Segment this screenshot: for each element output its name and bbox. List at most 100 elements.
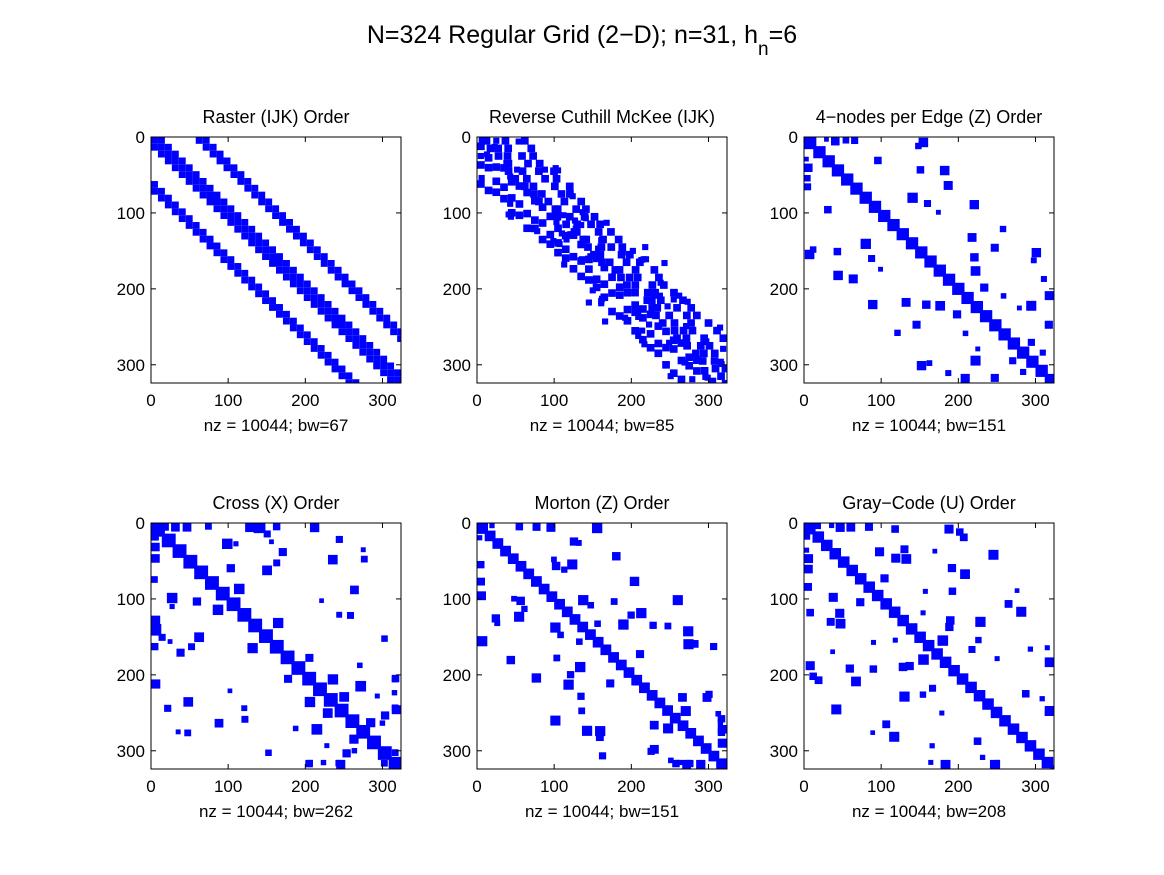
nonzero-block: [531, 216, 539, 224]
y-tick-label: 200: [443, 666, 471, 685]
nonzero-block: [282, 317, 290, 325]
nonzero-block: [550, 622, 561, 633]
nonzero-block: [585, 276, 593, 284]
nonzero-block: [577, 197, 586, 206]
nonzero-block: [666, 339, 673, 346]
subplot-title: Gray−Code (U) Order: [842, 493, 1016, 513]
x-tick-label: 300: [368, 777, 396, 796]
nonzero-block: [932, 548, 938, 554]
nonzero-block: [209, 150, 217, 158]
nonzero-block: [874, 547, 885, 557]
nonzero-block: [631, 674, 643, 686]
nonzero-block: [677, 759, 683, 766]
nonzero-block: [676, 292, 683, 299]
nonzero-block: [600, 280, 609, 288]
nonzero-block: [334, 266, 342, 274]
nonzero-block: [237, 178, 245, 185]
nonzero-block: [1050, 765, 1054, 769]
nonzero-block: [663, 723, 674, 734]
nonzero-block: [874, 156, 882, 165]
nonzero-block: [304, 696, 316, 708]
nonzero-block: [905, 623, 918, 635]
nonzero-block: [920, 610, 926, 616]
nonzero-block: [350, 585, 359, 595]
nonzero-block: [534, 228, 541, 235]
nonzero-block: [673, 334, 681, 342]
nonzero-block: [631, 281, 640, 289]
nonzero-block: [594, 620, 601, 627]
nonzero-block: [282, 266, 290, 274]
nonzero-block: [595, 245, 602, 252]
nonzero-block: [278, 548, 287, 557]
figure-title: N=324 Regular Grid (2−D); n=31, hn=6: [367, 21, 797, 60]
nonzero-block: [672, 595, 683, 606]
nonzero-block: [569, 537, 579, 546]
nonzero-block: [806, 608, 814, 617]
nonzero-block: [557, 631, 564, 639]
nonzero-block: [291, 661, 306, 675]
nonzero-block: [939, 165, 950, 176]
nonzero-block: [515, 200, 524, 208]
nonzero-block: [944, 524, 954, 534]
nonzero-block: [962, 330, 969, 337]
nonzero-block: [1044, 373, 1054, 383]
nonzero-block: [151, 554, 160, 563]
nonzero-block: [1031, 247, 1042, 258]
nonzero-block: [891, 525, 899, 533]
nonzero-block: [717, 715, 726, 723]
nonzero-block: [233, 541, 239, 547]
nonzero-block: [657, 279, 664, 286]
nonzero-block: [322, 708, 333, 718]
nonzero-block: [352, 379, 360, 383]
nonzero-block: [871, 589, 884, 602]
nonzero-block: [303, 280, 311, 288]
nonzero-block: [324, 314, 332, 322]
nonzero-block: [717, 738, 727, 748]
nonzero-block: [171, 150, 179, 158]
nonzero-block: [522, 174, 531, 183]
nonzero-block: [171, 164, 179, 172]
nonzero-block: [383, 314, 391, 322]
nonzero-block: [248, 232, 256, 240]
nonzero-block: [345, 714, 360, 728]
nonzero-block: [273, 617, 284, 629]
nonzero-block: [206, 184, 214, 192]
nonzero-block: [929, 743, 935, 749]
nonzero-block: [362, 294, 370, 301]
nonzero-block: [213, 249, 221, 257]
nonzero-block: [360, 547, 366, 553]
nonzero-block: [619, 249, 626, 256]
nonzero-block: [341, 273, 349, 281]
nonzero-block: [679, 326, 688, 335]
nonzero-block: [1016, 731, 1028, 744]
subplot-title: Cross (X) Order: [212, 493, 339, 513]
nonzero-block: [313, 682, 327, 697]
nonzero-block: [922, 639, 935, 652]
nonzero-block: [633, 273, 642, 282]
subplot-title: 4−nodes per Edge (Z) Order: [816, 107, 1043, 127]
nonzero-block: [532, 523, 541, 531]
nonzero-block: [199, 228, 207, 236]
x-axis-label: nz = 10044; bw=85: [530, 416, 675, 435]
nonzero-block: [842, 137, 850, 144]
nonzero-block: [939, 656, 952, 669]
nonzero-block: [192, 597, 202, 606]
nonzero-block: [618, 619, 629, 630]
x-tick-label: 300: [1021, 777, 1049, 796]
x-tick-label: 0: [146, 391, 155, 410]
nonzero-block: [618, 243, 627, 251]
nonzero-block: [178, 208, 186, 216]
nonzero-block: [500, 183, 508, 191]
nonzero-block: [338, 314, 346, 322]
nonzero-block: [388, 756, 401, 769]
nonzero-block: [975, 636, 982, 644]
nonzero-block: [1044, 705, 1054, 716]
nonzero-block: [223, 157, 231, 165]
nonzero-block: [907, 192, 918, 203]
nonzero-block: [377, 746, 392, 760]
x-axis-label: nz = 10044; bw=262: [199, 802, 353, 821]
nonzero-block: [608, 307, 616, 316]
nonzero-block: [592, 283, 601, 292]
nonzero-block: [975, 616, 986, 627]
